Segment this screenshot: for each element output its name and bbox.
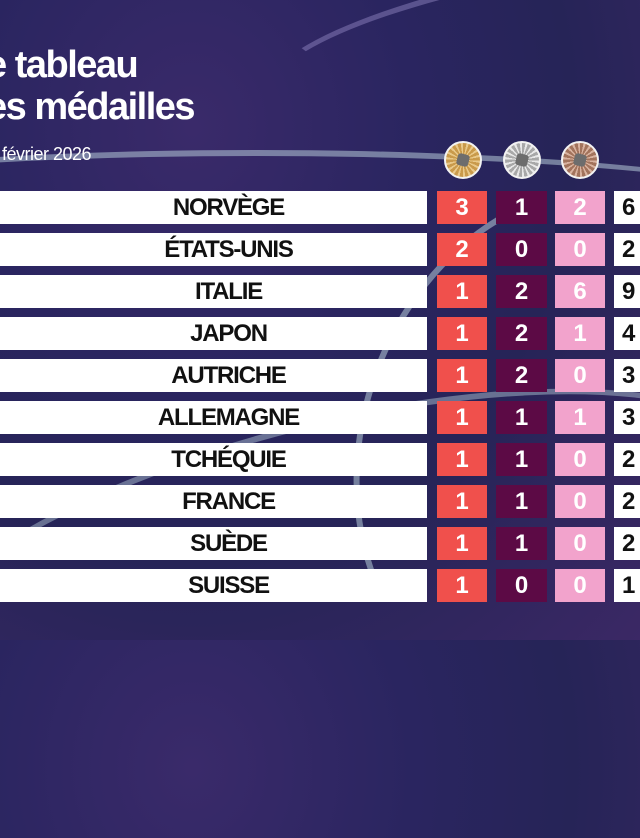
silver-medal-icon [503, 141, 541, 179]
country-cell: SUÈDE [0, 527, 427, 560]
silver-count: 2 [496, 359, 547, 392]
total-count: 9 [614, 275, 640, 308]
country-cell: ITALIE [0, 275, 427, 308]
country-name: TCHÉQUIE [171, 445, 287, 473]
table-row: SUÈDE 1 1 0 2 [0, 527, 640, 560]
country-cell: ALLEMAGNE [0, 401, 427, 434]
total-count: 3 [614, 359, 640, 392]
table-row: TCHÉQUIE 1 1 0 2 [0, 443, 640, 476]
date-label: février 2026 [2, 144, 92, 164]
gold-count: 1 [437, 317, 487, 350]
country-cell: NORVÈGE [0, 191, 427, 224]
total-count: 3 [614, 401, 640, 434]
table-row: SUISSE 1 0 0 1 [0, 569, 640, 602]
bronze-count: 1 [555, 401, 605, 434]
country-cell: ÉTATS-UNIS [0, 233, 427, 266]
gold-count: 1 [437, 443, 487, 476]
bronze-count: 0 [555, 485, 605, 518]
total-count: 2 [614, 233, 640, 266]
country-name: ÉTATS-UNIS [164, 235, 294, 263]
total-count: 2 [614, 527, 640, 560]
silver-count: 0 [496, 233, 547, 266]
bronze-count: 0 [555, 233, 605, 266]
country-name: NORVÈGE [172, 193, 285, 221]
country-cell: AUTRICHE [0, 359, 427, 392]
total-count: 2 [614, 485, 640, 518]
title-line-1: e tableau [0, 44, 139, 86]
bronze-count: 2 [555, 191, 605, 224]
gold-count: 1 [437, 527, 487, 560]
country-cell: TCHÉQUIE [0, 443, 427, 476]
country-name: SUISSE [188, 571, 270, 599]
country-cell: SUISSE [0, 569, 427, 602]
bronze-count: 0 [555, 443, 605, 476]
country-name: ALLEMAGNE [157, 403, 300, 431]
silver-count: 2 [496, 317, 547, 350]
table-row: NORVÈGE 3 1 2 6 [0, 191, 640, 224]
bronze-count: 6 [555, 275, 605, 308]
total-count: 1 [614, 569, 640, 602]
silver-count: 1 [496, 191, 547, 224]
silver-count: 1 [496, 401, 547, 434]
table-row: FRANCE 1 1 0 2 [0, 485, 640, 518]
country-name: AUTRICHE [171, 361, 287, 389]
table-row: AUTRICHE 1 2 0 3 [0, 359, 640, 392]
total-count: 2 [614, 443, 640, 476]
gold-count: 1 [437, 569, 487, 602]
bronze-count: 0 [555, 527, 605, 560]
total-count: 6 [614, 191, 640, 224]
silver-count: 1 [496, 527, 547, 560]
country-name: SUÈDE [190, 529, 268, 557]
gold-count: 1 [437, 275, 487, 308]
silver-count: 1 [496, 443, 547, 476]
title-line-2: es médailles [0, 86, 196, 128]
medal-table: NORVÈGE 3 1 2 6 ÉTATS-UNIS 2 0 0 2 ITALI… [0, 191, 640, 611]
gold-count: 1 [437, 401, 487, 434]
country-name: FRANCE [182, 487, 276, 515]
gold-count: 2 [437, 233, 487, 266]
table-row: JAPON 1 2 1 4 [0, 317, 640, 350]
bronze-count: 0 [555, 569, 605, 602]
table-row: ITALIE 1 2 6 9 [0, 275, 640, 308]
country-cell: JAPON [0, 317, 427, 350]
silver-count: 0 [496, 569, 547, 602]
gold-medal-icon [444, 141, 482, 179]
gold-count: 1 [437, 359, 487, 392]
country-cell: FRANCE [0, 485, 427, 518]
table-row: ÉTATS-UNIS 2 0 0 2 [0, 233, 640, 266]
silver-count: 2 [496, 275, 547, 308]
bronze-medal-icon [561, 141, 599, 179]
total-count: 4 [614, 317, 640, 350]
silver-count: 1 [496, 485, 547, 518]
page-title: e tableau es médailles [0, 44, 196, 128]
bronze-count: 1 [555, 317, 605, 350]
gold-count: 1 [437, 485, 487, 518]
gold-count: 3 [437, 191, 487, 224]
bronze-count: 0 [555, 359, 605, 392]
country-name: ITALIE [194, 277, 263, 305]
country-name: JAPON [190, 319, 268, 347]
table-row: ALLEMAGNE 1 1 1 3 [0, 401, 640, 434]
